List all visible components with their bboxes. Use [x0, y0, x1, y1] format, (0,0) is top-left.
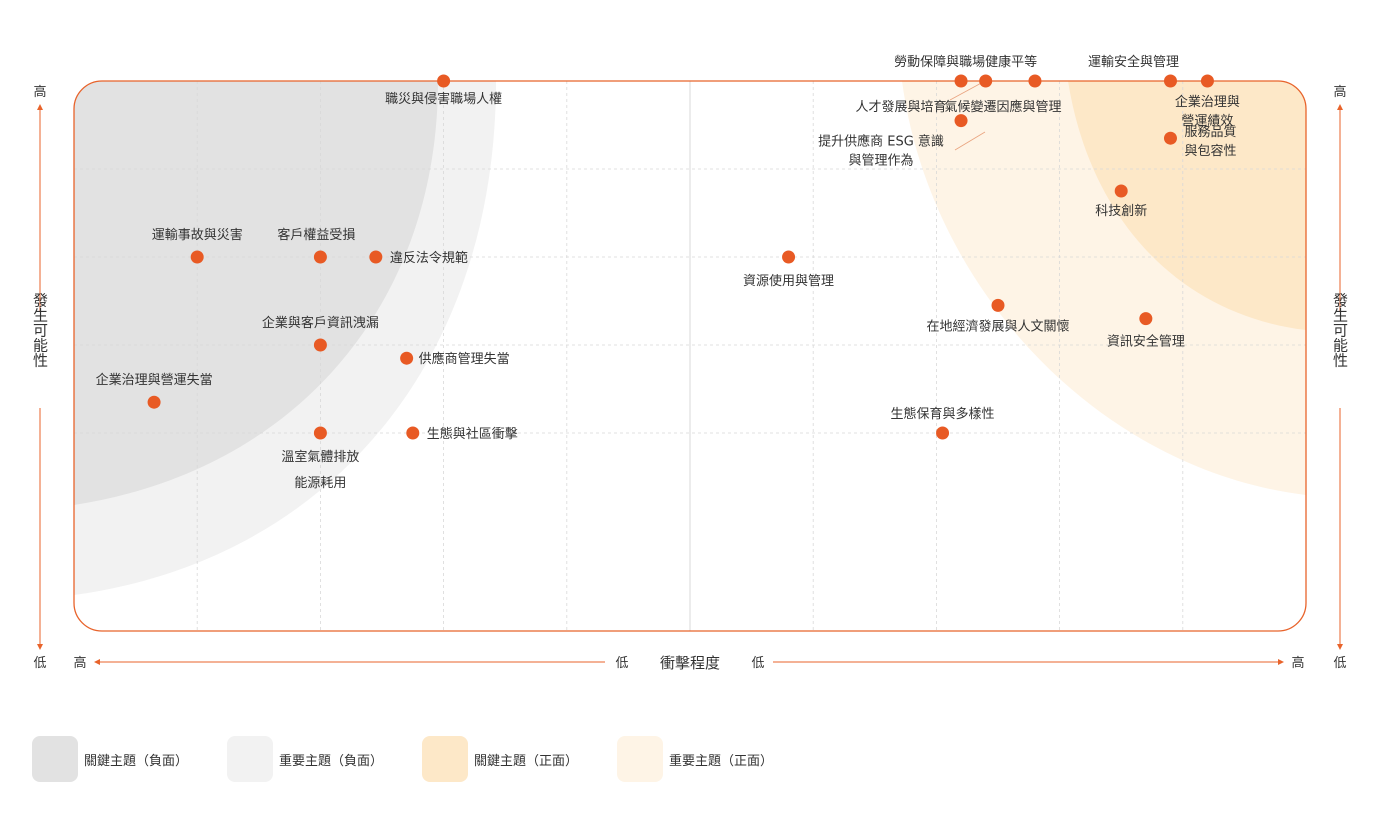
- data-point: [437, 74, 451, 88]
- y-axis-right-high: 高: [1333, 84, 1346, 100]
- data-label: 資訊安全管理: [1107, 334, 1185, 350]
- data-point: [1163, 74, 1177, 88]
- data-label: 企業治理與營運績效: [1175, 94, 1240, 129]
- data-label: 企業與客戶資訊洩漏: [262, 315, 379, 331]
- data-label: 服務品質與包容性: [1184, 125, 1236, 159]
- y-axis-left-arrow-down: [37, 644, 43, 650]
- data-label: 勞動保障與職場健康平等: [894, 54, 1037, 70]
- data-label: 提升供應商 ESG 意識與管理作為: [818, 134, 944, 169]
- data-label: 氣候變遷因應與管理: [944, 99, 1061, 115]
- data-point: [369, 250, 383, 264]
- data-point: [1114, 184, 1128, 198]
- data-point: [936, 426, 950, 440]
- y-axis-right-arrow-up: [1337, 104, 1343, 110]
- y-axis-right-arrow-down: [1337, 644, 1343, 650]
- gridlines: [74, 81, 1306, 631]
- leader-lines: [949, 80, 986, 151]
- data-point: [190, 250, 204, 264]
- x-axis-left-low: 低: [615, 656, 628, 671]
- data-label: 違反法令規範: [390, 251, 468, 266]
- data-label: 運輸安全與管理: [1088, 54, 1179, 70]
- data-point: [1163, 131, 1177, 145]
- y-axis-left-low: 低: [33, 656, 46, 671]
- legend-item-important-positive: 重要主題（正面）: [617, 736, 812, 782]
- legend-item-key-positive: 關鍵主題（正面）: [422, 736, 617, 782]
- legend-swatch: [617, 736, 663, 782]
- legend-label: 重要主題（負面）: [279, 753, 384, 769]
- data-point: [954, 114, 968, 128]
- data-point: [991, 298, 1005, 312]
- x-axis-right-high: 高: [1291, 655, 1304, 671]
- legend-item-key-negative: 關鍵主題（負面）: [32, 736, 227, 782]
- data-label: 生態與社區衝擊: [427, 426, 518, 442]
- data-point: [1200, 74, 1214, 88]
- y-axis-left-title: 發生可能性: [31, 293, 49, 368]
- data-point: [406, 426, 420, 440]
- legend-item-important-negative: 重要主題（負面）: [227, 736, 422, 782]
- data-point: [954, 74, 968, 88]
- legend-swatch: [422, 736, 468, 782]
- data-label: 職災與侵害職場人權: [385, 91, 502, 107]
- x-axis-left-arrow: [94, 659, 100, 665]
- data-point: [313, 250, 327, 264]
- data-point: [1028, 74, 1042, 88]
- data-label: 供應商管理失當: [419, 351, 510, 367]
- data-label: 運輸事故與災害: [152, 227, 243, 243]
- data-point: [782, 250, 796, 264]
- y-axis-right-low: 低: [1333, 656, 1346, 671]
- data-point: [147, 395, 161, 409]
- x-axis-right-arrow: [1278, 659, 1284, 665]
- data-point: [313, 426, 327, 440]
- x-axis-right-low: 低: [751, 656, 764, 671]
- data-label: 生態保育與多樣性: [891, 406, 995, 422]
- legend-swatch: [227, 736, 273, 782]
- zone-key-negative: [74, 81, 438, 505]
- materiality-chart: 高 發生可能性 低 高 發生可能性 低 高 低 衝擊程度 低 高 職災與侵害職場…: [31, 54, 1349, 672]
- legend: 關鍵主題（負面） 重要主題（負面） 關鍵主題（正面） 重要主題（正面）: [32, 736, 812, 782]
- x-axis-title: 衝擊程度: [660, 654, 720, 672]
- legend-swatch: [32, 736, 78, 782]
- legend-label: 關鍵主題（正面）: [474, 753, 579, 769]
- data-label: 客戶權益受損: [277, 227, 355, 243]
- x-axis-left-high: 高: [73, 655, 86, 671]
- y-axis-left-high: 高: [33, 84, 46, 100]
- legend-label: 重要主題（正面）: [669, 753, 774, 769]
- data-point: [1139, 312, 1153, 326]
- data-label: 能源耗用: [294, 476, 346, 491]
- legend-label: 關鍵主題（負面）: [84, 753, 189, 769]
- data-points: [147, 74, 1214, 440]
- data-point: [313, 338, 327, 352]
- chart-frame: [73, 80, 1307, 632]
- zone-key-positive: [1068, 81, 1306, 330]
- data-point: [979, 74, 993, 88]
- data-label: 企業治理與營運失當: [96, 372, 213, 388]
- data-label: 資源使用與管理: [743, 273, 834, 289]
- data-label: 人才發展與培育: [856, 99, 947, 115]
- data-point: [400, 351, 414, 365]
- y-axis-right-title: 發生可能性: [1331, 293, 1349, 368]
- data-label: 科技創新: [1095, 203, 1147, 219]
- data-label: 在地經濟發展與人文關懷: [926, 318, 1069, 334]
- y-axis-left-arrow-up: [37, 104, 43, 110]
- data-label: 溫室氣體排放: [281, 449, 359, 465]
